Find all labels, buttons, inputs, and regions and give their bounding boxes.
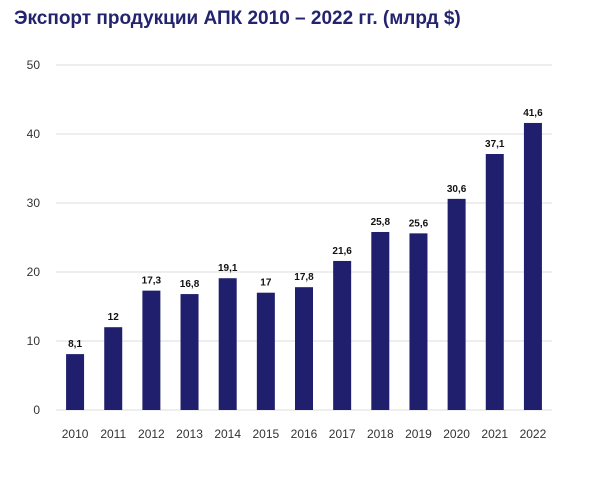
bar [485,154,504,410]
y-tick-label: 50 [27,58,41,72]
y-tick-label: 0 [33,403,40,417]
bar [180,294,199,410]
x-tick-label: 2015 [252,427,279,441]
bar [104,327,123,410]
data-label: 12 [108,312,120,323]
bar [371,231,390,410]
x-tick-label: 2019 [405,427,432,441]
data-label: 17,3 [142,276,162,287]
bars [66,122,542,411]
bar [66,354,85,410]
y-tick-label: 10 [27,334,41,348]
x-tick-label: 2011 [100,427,126,441]
x-tick-label: 2013 [176,427,203,441]
data-label: 19,1 [218,263,238,274]
bar [333,260,352,410]
bar [447,198,466,410]
data-labels: 8,1 12 17,3 16,8 19,1 17 17,8 21,6 25,8 25,6 30,6 3… [68,108,543,350]
data-label: 37,1 [485,139,505,150]
data-label: 8,1 [68,339,82,350]
data-label: 25,6 [409,218,429,229]
x-tick-label: 2016 [291,427,318,441]
bar [523,122,542,411]
y-tick-label: 40 [27,127,41,141]
x-tick-label: 2021 [481,427,508,441]
y-axis-ticks: 0 10 20 30 40 50 [27,58,41,417]
bar [218,278,237,410]
x-tick-label: 2020 [443,427,470,441]
x-tick-label: 2018 [367,427,394,441]
x-axis-ticks: 2010 2011 2012 2013 2014 2015 2016 2017 2018 2019… [62,427,547,441]
data-label: 21,6 [332,246,352,257]
data-label: 16,8 [180,279,200,290]
x-tick-label: 2010 [62,427,89,441]
bar [409,233,428,410]
data-label: 41,6 [523,108,543,119]
data-label: 30,6 [447,184,467,195]
y-tick-label: 20 [27,265,41,279]
data-label: 17,8 [294,272,314,283]
bar [142,290,161,410]
x-tick-label: 2014 [214,427,241,441]
chart-title: Экспорт продукции АПК 2010 – 2022 гг. (м… [14,8,461,29]
x-tick-label: 2022 [520,427,547,441]
data-label: 25,8 [371,217,391,228]
x-tick-label: 2017 [329,427,356,441]
bar [256,292,275,410]
y-tick-label: 30 [27,196,41,210]
data-label: 17 [260,278,272,289]
bar [295,287,313,410]
x-tick-label: 2012 [138,427,165,441]
